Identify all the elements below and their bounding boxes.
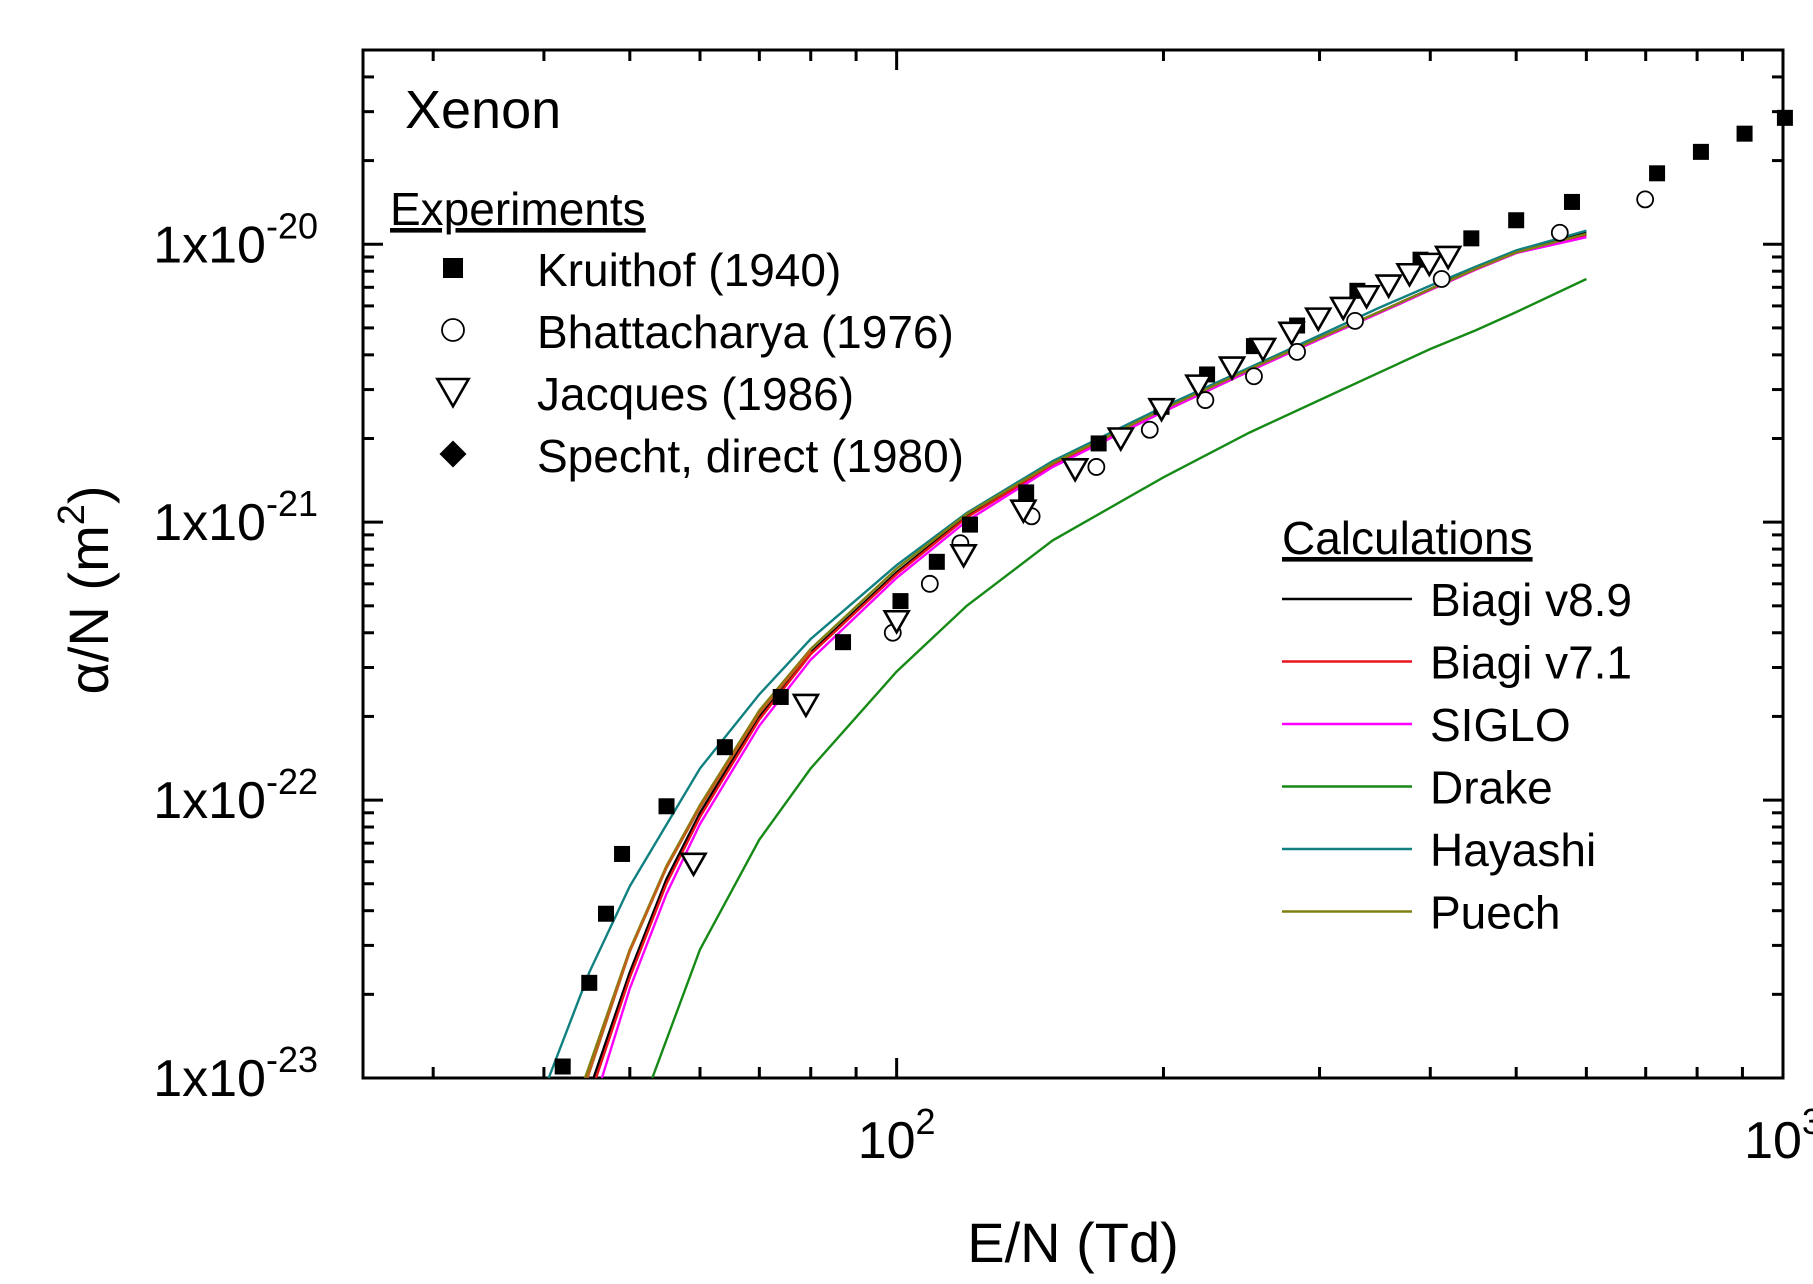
data-point: [920, 574, 939, 593]
legend-calculations: Calculations Biagi v8.9 Biagi v7.1 SIGLO Dr…: [1282, 512, 1632, 939]
data-point: [1090, 435, 1107, 452]
data-point: [1433, 245, 1463, 271]
legend-calculations-heading: Calculations: [1282, 512, 1533, 564]
chart-title: Xenon: [405, 80, 561, 140]
axes: 102 103 1x10-23 1x10-22 1x10-21 1x10-20: [153, 48, 1813, 1170]
data-point: [1217, 356, 1247, 382]
data-point: [1140, 420, 1159, 439]
y-tick-label: 1x10-22: [153, 761, 318, 830]
data-point: [1463, 230, 1480, 247]
data-point: [1374, 274, 1403, 300]
data-point: [1248, 337, 1278, 363]
y-tick-label: 1x10-23: [153, 1039, 318, 1108]
data-point: [1245, 367, 1263, 386]
legend-label: Jacques (1986): [537, 368, 854, 420]
legend-label: Kruithof (1940): [537, 244, 841, 296]
data-point: [1346, 311, 1364, 330]
data-point: [835, 634, 852, 651]
data-point: [1106, 427, 1136, 453]
data-point: [962, 516, 979, 533]
data-point: [1328, 296, 1358, 322]
data-point: [658, 798, 675, 815]
data-point: [1277, 321, 1306, 347]
series-line: [586, 649, 812, 1078]
x-axis-label: E/N (Td): [967, 1211, 1179, 1274]
data-point: [1563, 193, 1580, 210]
data-point: [1288, 342, 1306, 361]
legend-label: Hayashi: [1430, 824, 1596, 876]
data-point: [614, 845, 631, 862]
legend-label: Puech: [1430, 887, 1560, 939]
data-point: [1636, 190, 1655, 209]
data-point: [892, 593, 909, 610]
data-point: [679, 852, 708, 878]
data-point: [716, 739, 733, 756]
x-tick-label: 102: [858, 1101, 936, 1170]
data-point: [554, 1058, 571, 1075]
data-point: [1009, 499, 1038, 525]
legend-experiments: Experiments Kruithof (1940) Bhattacharya …: [390, 183, 964, 482]
legend-marker: [443, 258, 463, 278]
y-tick-label: 1x10-21: [153, 483, 318, 552]
data-point: [1415, 252, 1444, 278]
legend-label: Biagi v8.9: [1430, 574, 1632, 626]
legend-label: Biagi v7.1: [1430, 637, 1632, 689]
data-point: [1432, 270, 1451, 288]
data-point: [1018, 484, 1035, 501]
legend-marker: [439, 440, 467, 468]
data-point: [882, 609, 911, 635]
data-point: [1692, 143, 1709, 160]
data-point: [791, 693, 821, 719]
data-point: [581, 974, 598, 991]
data-point: [1736, 125, 1753, 142]
data-point: [1087, 458, 1106, 476]
x-tick-label: 103: [1744, 1101, 1813, 1170]
data-point: [1147, 397, 1176, 423]
legend-marker: [441, 318, 465, 342]
data-point: [598, 905, 615, 922]
legend-label: Bhattacharya (1976): [537, 306, 954, 358]
legend-label: Specht, direct (1980): [537, 430, 964, 482]
legend-label: Drake: [1430, 762, 1553, 814]
legend-label: SIGLO: [1430, 699, 1571, 751]
data-point: [1508, 212, 1525, 229]
series-line: [651, 277, 1587, 1078]
legend-experiments-heading: Experiments: [390, 183, 646, 235]
data-point: [1776, 109, 1793, 126]
data-point: [1352, 284, 1381, 310]
y-axis-label: α/N (m2): [51, 485, 120, 694]
data-point: [949, 543, 978, 569]
data-point: [1304, 307, 1333, 333]
data-point: [1550, 223, 1569, 242]
experiment-markers: [554, 109, 1793, 1075]
legend-marker: [435, 377, 471, 409]
data-point: [1649, 165, 1666, 182]
data-point: [772, 688, 789, 705]
data-point: [1184, 374, 1213, 400]
y-tick-label: 1x10-20: [153, 205, 318, 274]
data-point: [1395, 262, 1424, 288]
data-point: [1060, 457, 1090, 483]
data-point: [928, 553, 945, 570]
data-point: [1196, 391, 1215, 409]
